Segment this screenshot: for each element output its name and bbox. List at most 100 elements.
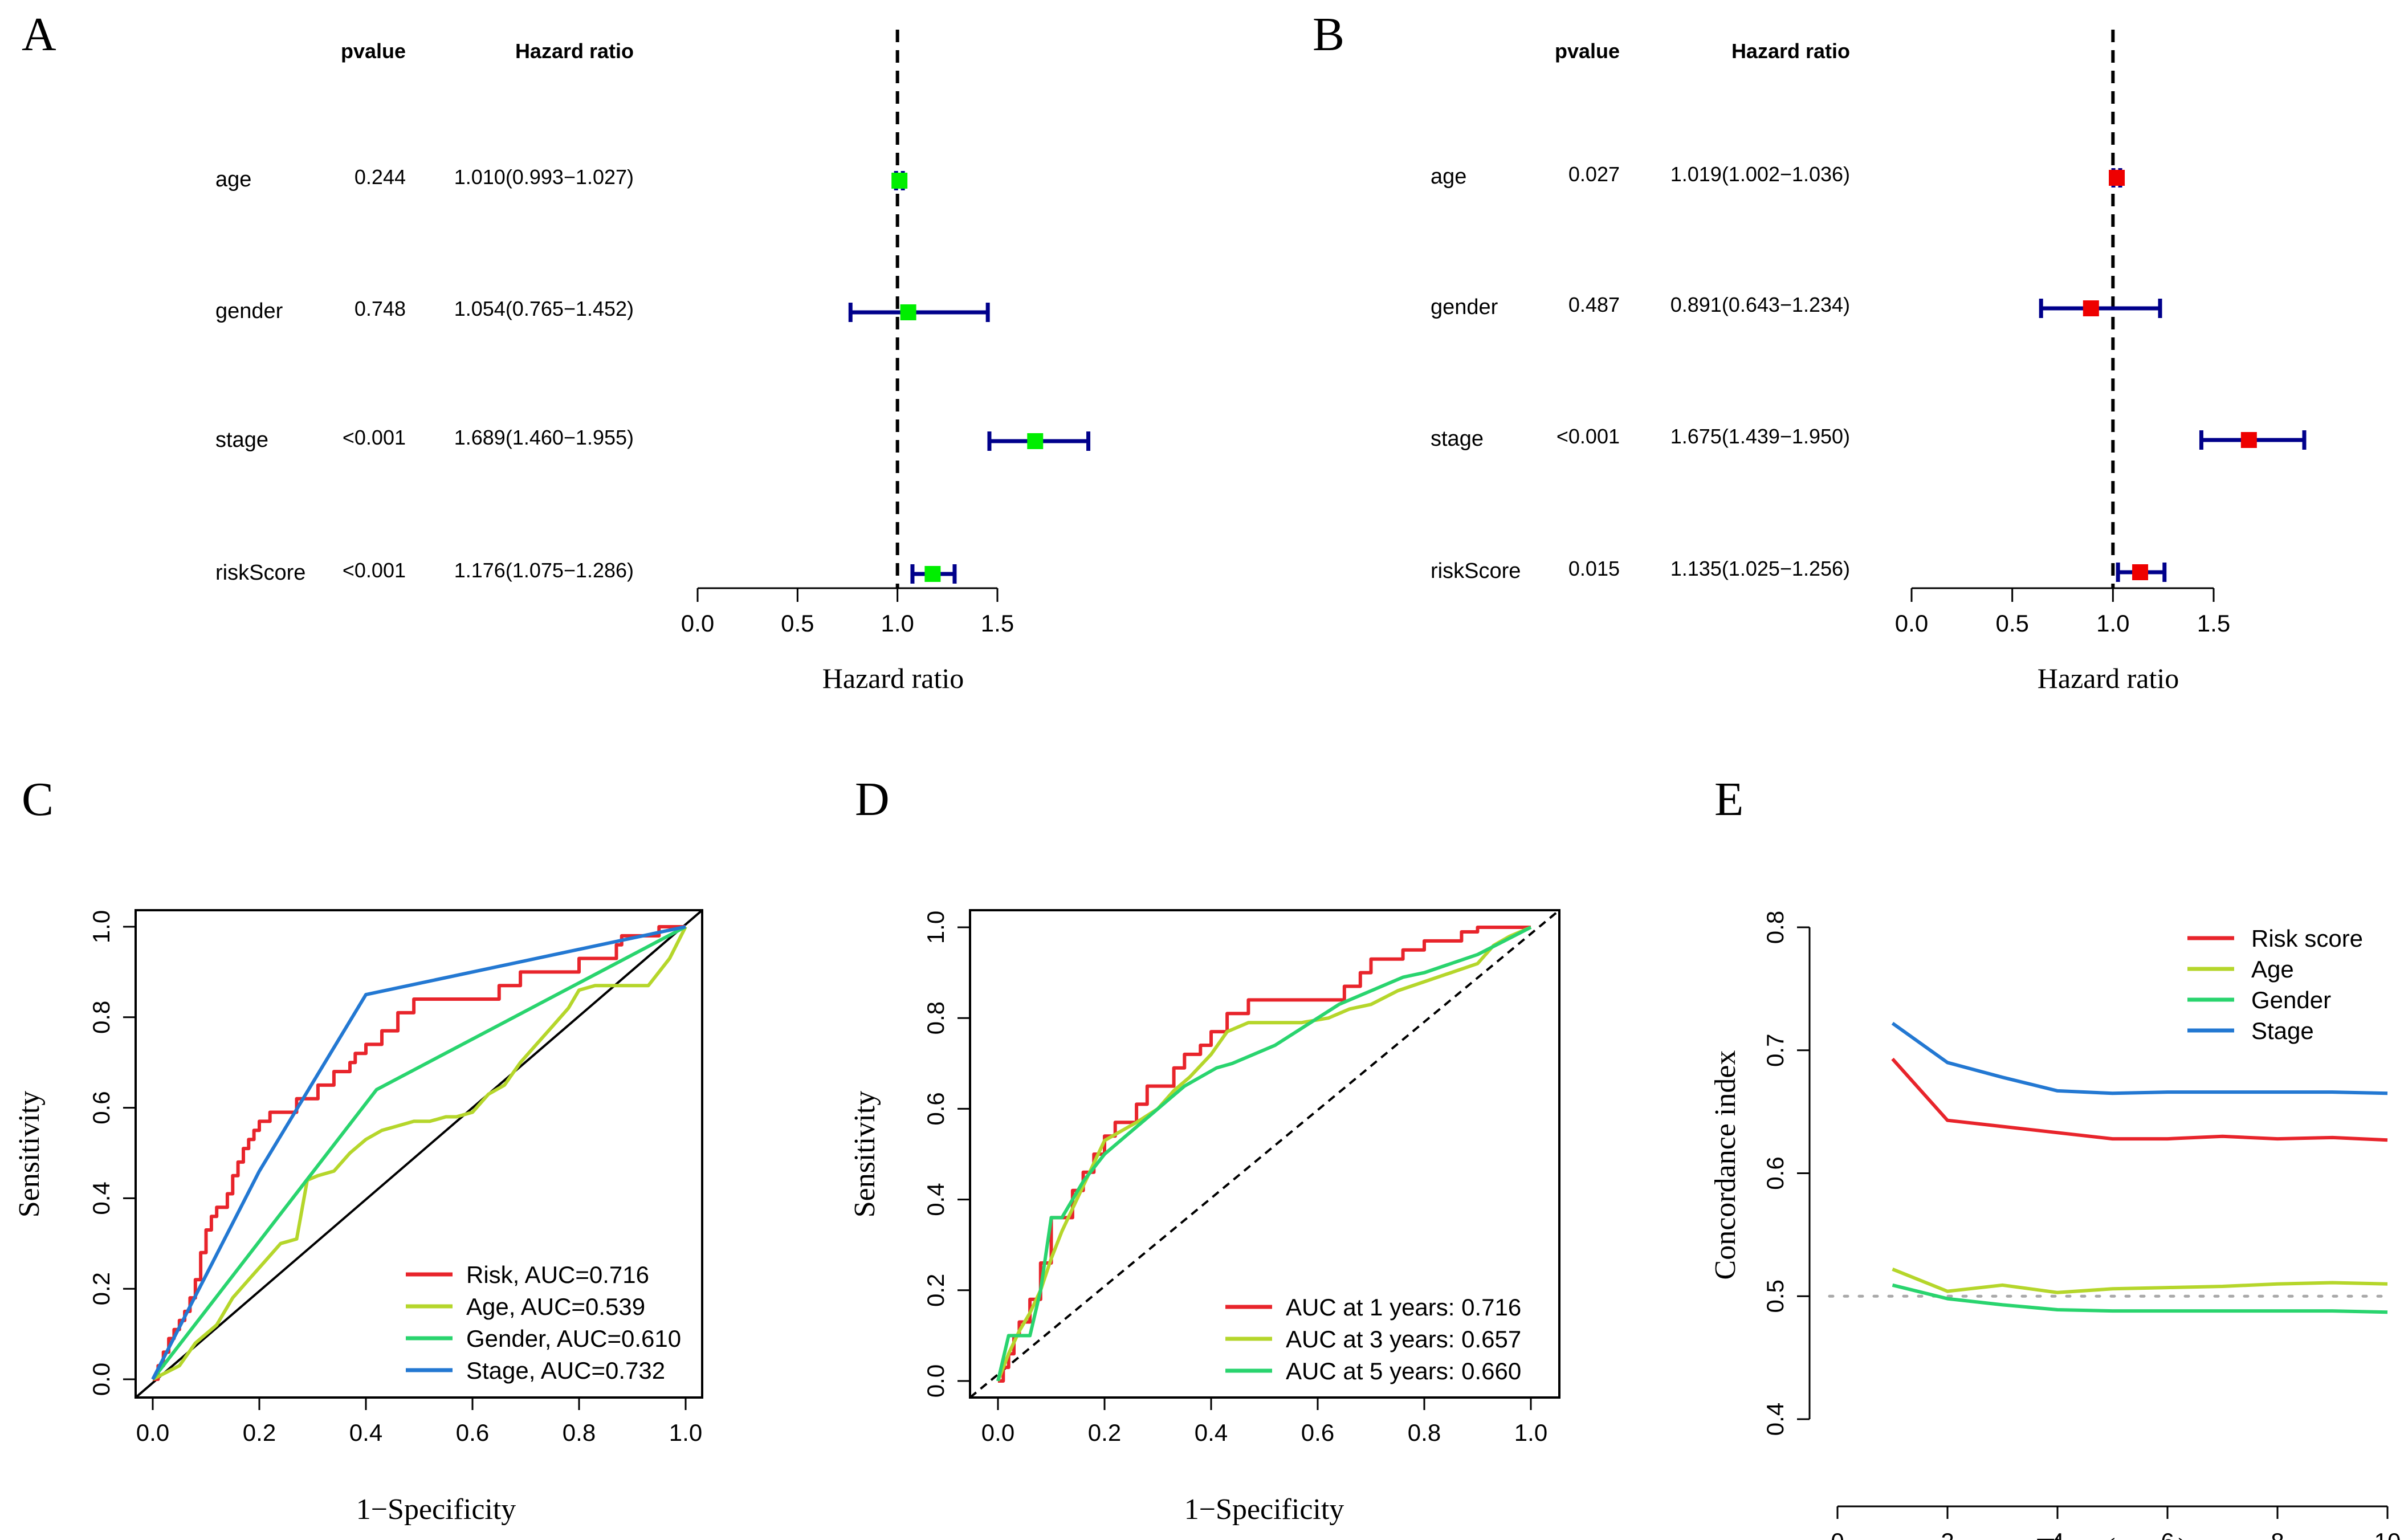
row-hr-text-gender: 0.891(0.643−1.234) [1670, 293, 1850, 316]
roc-curve-2 [152, 926, 687, 1381]
row-label-gender: gender [1431, 295, 1498, 319]
forest-plot-a: pvalue Hazard ratio age 0.244 1.010(0.993−1.… [215, 30, 1091, 694]
y-tick-label: 0.0 [88, 1363, 115, 1396]
x-tick-label: 0.8 [563, 1419, 596, 1446]
pvalue-header: pvalue [341, 39, 406, 63]
hr-marker-gender [2083, 300, 2099, 316]
legend-label-3: Gender, AUC=0.610 [466, 1325, 681, 1352]
x-tick-label: 0.2 [243, 1419, 276, 1446]
row-pvalue-stage: <0.001 [343, 426, 406, 449]
panel-letter-e: E [1714, 773, 1743, 826]
y-tick-label: 0.4 [88, 1182, 115, 1215]
roc-curve-1 [998, 926, 1531, 1383]
forest-plot-b: pvalue Hazard ratio age 0.027 1.019(1.002−1.… [1431, 30, 2307, 694]
x-tick-label: 1.0 [2096, 610, 2129, 637]
cindex-line-1 [1891, 1057, 2388, 1142]
legend-label-2: Age [2251, 956, 2294, 983]
x-tick-label: 10 [2374, 1528, 2401, 1540]
row-label-age: age [1431, 165, 1466, 189]
x-tick-label: 0.4 [1195, 1419, 1228, 1446]
x-tick-label: 4 [2051, 1528, 2064, 1540]
y-tick-label: 0.8 [922, 1001, 949, 1034]
x-tick-label: 6 [2161, 1528, 2174, 1540]
row-pvalue-stage: <0.001 [1557, 425, 1620, 448]
row-hr-text-gender: 1.054(0.765−1.452) [454, 297, 634, 320]
y-tick-label: 0.6 [88, 1091, 115, 1124]
y-tick-label: 0.0 [922, 1364, 949, 1398]
y-tick-label: 1.0 [922, 911, 949, 944]
row-label-riskScore: riskScore [215, 561, 305, 585]
x-tick-label: 1.0 [669, 1419, 702, 1446]
x-tick-label: 2 [1941, 1528, 1954, 1540]
hr-marker-gender [900, 304, 916, 320]
x-tick-label: 0.5 [1995, 610, 2028, 637]
x-tick-label: 1.5 [981, 610, 1014, 637]
legend-label-2: AUC at 3 years: 0.657 [1286, 1326, 1521, 1352]
cindex-line-3 [1892, 1283, 2388, 1314]
panel-letter-c: C [22, 773, 54, 826]
row-label-stage: stage [215, 428, 268, 452]
hr-marker-riskScore [924, 566, 941, 582]
legend-label-1: AUC at 1 years: 0.716 [1286, 1294, 1521, 1321]
legend-label-4: Stage [2251, 1017, 2314, 1044]
y-tick-label: 0.8 [1762, 911, 1788, 944]
roc-curve-4 [151, 925, 686, 1380]
x-tick-label: 0.5 [781, 610, 814, 637]
x-tick-label: 0.8 [1408, 1419, 1441, 1446]
hazard-ratio-header: Hazard ratio [1731, 39, 1850, 63]
cindex-line-4 [1891, 1021, 2388, 1095]
roc-curve-3 [151, 925, 687, 1380]
x-tick-label: 0.4 [349, 1419, 382, 1446]
row-pvalue-riskScore: 0.015 [1568, 557, 1620, 580]
panel-letter-b: B [1313, 8, 1344, 61]
x-axis-label: Hazard ratio [2038, 662, 2179, 694]
legend-label-1: Risk score [2251, 925, 2363, 952]
y-axis-label: Sensitivity [13, 1091, 46, 1217]
y-tick-label: 0.6 [922, 1092, 949, 1125]
x-tick-label: 0.6 [456, 1419, 489, 1446]
legend-label-3: AUC at 5 years: 0.660 [1286, 1358, 1521, 1384]
panel-letter-d: D [855, 773, 890, 826]
roc-curve-2 [996, 926, 1532, 1382]
y-tick-label: 0.2 [88, 1272, 115, 1305]
row-hr-text-age: 1.010(0.993−1.027) [454, 165, 634, 189]
legend-label-4: Stage, AUC=0.732 [466, 1357, 665, 1384]
y-tick-label: 0.4 [922, 1183, 949, 1216]
row-pvalue-age: 0.244 [355, 165, 406, 189]
panel-letter-a: A [22, 8, 56, 61]
x-axis-label: 1−Specificity [356, 1493, 516, 1526]
row-label-stage: stage [1431, 427, 1484, 451]
legend-label-2: Age, AUC=0.539 [466, 1293, 645, 1320]
row-label-gender: gender [215, 299, 283, 323]
y-tick-label: 0.5 [1762, 1280, 1788, 1313]
row-hr-text-riskScore: 1.135(1.025−1.256) [1670, 557, 1850, 580]
hr-marker-age [2109, 170, 2125, 186]
roc-curve-1 [153, 925, 686, 1381]
roc-plot-d: 0.0 0.2 0.4 0.6 0.8 1.0 0.0 0.2 0.4 0.6 0.8 1.0 1−Sp… [849, 909, 1560, 1526]
hr-marker-stage [1027, 433, 1044, 449]
legend-label-1: Risk, AUC=0.716 [466, 1261, 649, 1288]
roc-plot-c: 0.0 0.2 0.4 0.6 0.8 1.0 0.0 0.2 0.4 0.6 0.8 1.0 1−Sp… [13, 909, 703, 1526]
concordance-plot-e: 0.4 0.5 0.6 0.7 0.8 0 2 4 6 8 10 Time (years) Concor… [1709, 911, 2401, 1540]
y-tick-label: 0.7 [1762, 1034, 1788, 1067]
plot-frame [969, 909, 1560, 1399]
row-hr-text-riskScore: 1.176(1.075−1.286) [454, 559, 634, 582]
row-hr-text-stage: 1.689(1.460−1.955) [454, 426, 634, 449]
x-tick-label: 0.0 [981, 1419, 1014, 1446]
hr-marker-stage [2240, 432, 2257, 448]
row-hr-text-stage: 1.675(1.439−1.950) [1670, 425, 1850, 448]
x-tick-label: 0.2 [1088, 1419, 1121, 1446]
hr-marker-riskScore [2132, 564, 2149, 580]
row-pvalue-age: 0.027 [1568, 162, 1620, 186]
x-tick-label: 0.0 [681, 610, 714, 637]
row-pvalue-riskScore: <0.001 [343, 559, 406, 582]
x-tick-label: 1.0 [881, 610, 914, 637]
row-label-age: age [215, 168, 251, 192]
row-label-riskScore: riskScore [1431, 559, 1521, 583]
x-tick-label: 0 [1831, 1528, 1844, 1540]
hazard-ratio-header: Hazard ratio [515, 39, 634, 63]
x-tick-label: 1.5 [2197, 610, 2230, 637]
x-tick-label: 8 [2271, 1528, 2284, 1540]
